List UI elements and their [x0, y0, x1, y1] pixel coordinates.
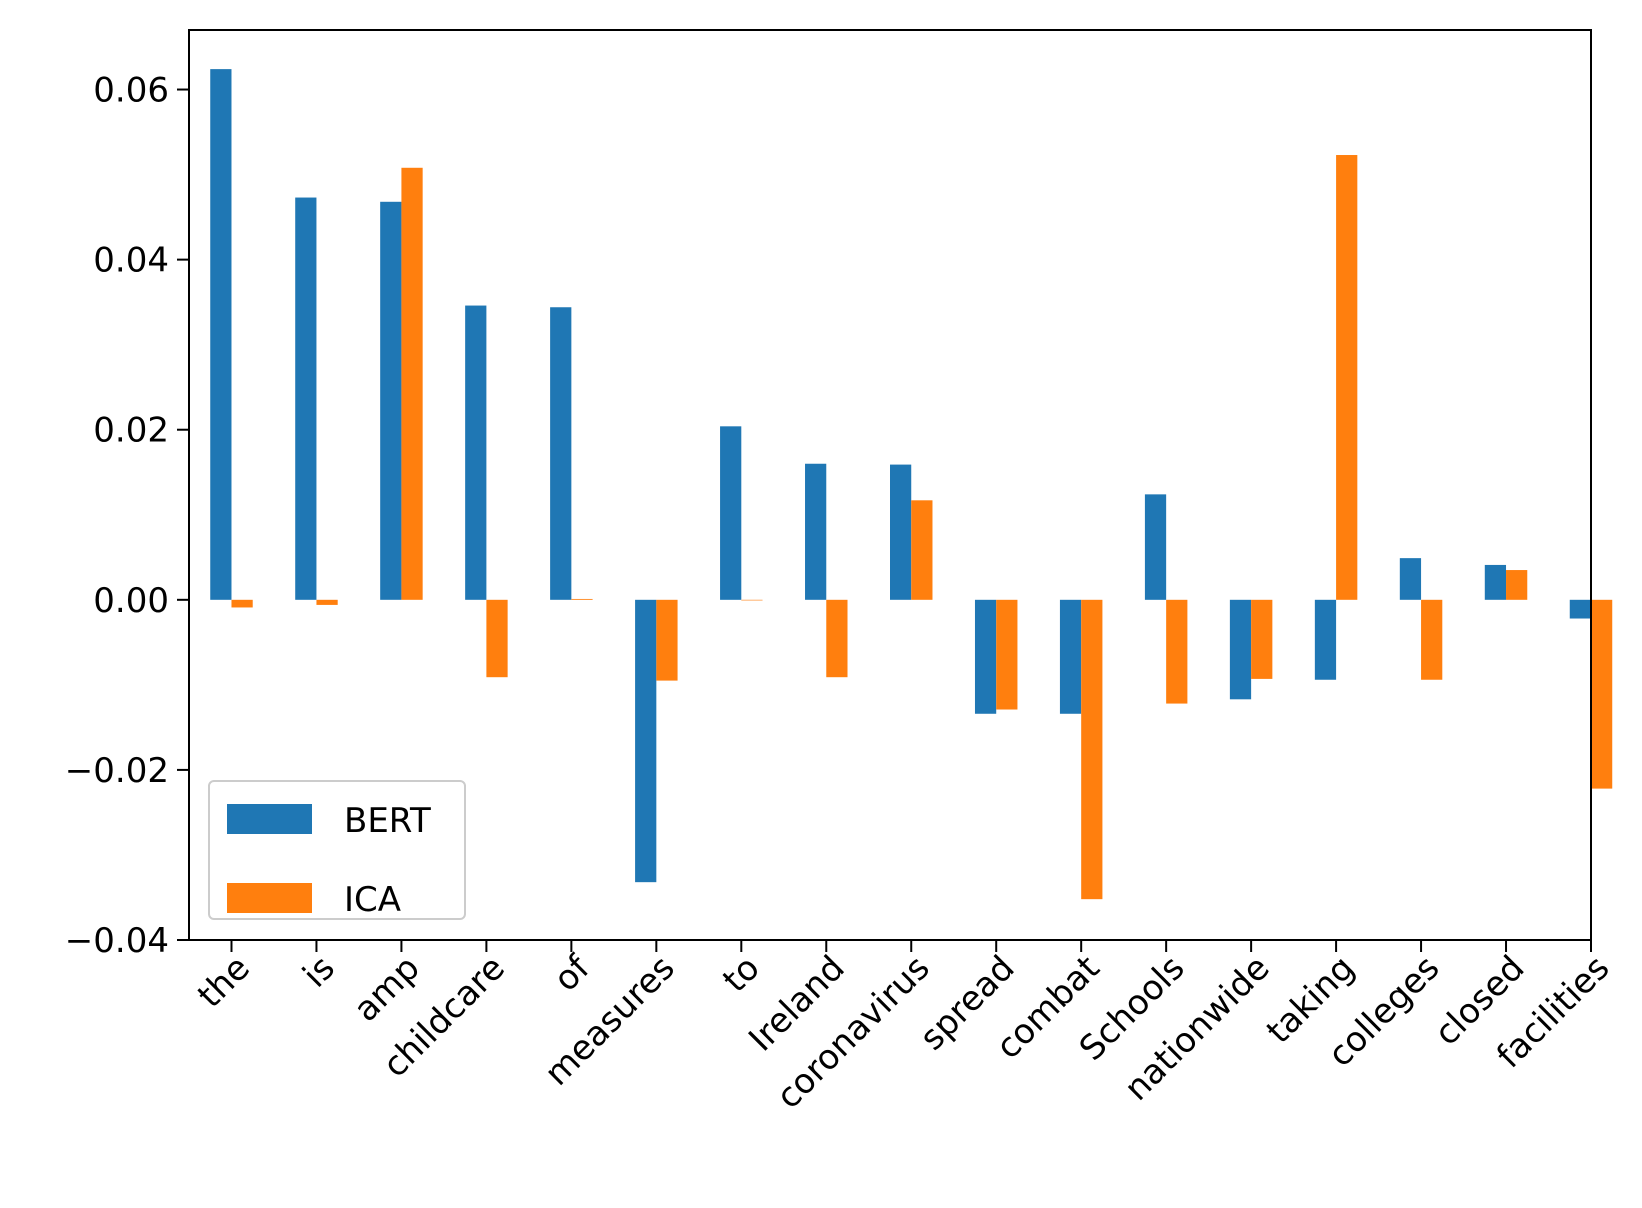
bar-ica-combat	[1081, 599, 1103, 900]
bar-bert-nationwide	[1229, 599, 1252, 700]
bar-bert-is	[295, 197, 317, 600]
bar-ica-closed	[1506, 570, 1528, 600]
bar-ica-measures	[656, 599, 678, 681]
bar-bert-ireland	[805, 463, 827, 600]
bar-ica-schools	[1166, 599, 1188, 704]
bar-bert-the	[210, 69, 232, 600]
bar-ica-taking	[1336, 155, 1358, 600]
bar-ica-of	[571, 598, 593, 600]
bar-bert-measures	[635, 599, 657, 883]
plot-frame	[188, 29, 1592, 941]
bar-bert-facilities	[1569, 599, 1591, 619]
legend-label-ica: ICA	[344, 880, 401, 920]
bar-bert-of	[550, 307, 572, 600]
bar-ica-amp	[401, 167, 423, 600]
bars	[210, 69, 1613, 900]
x-tick-label-to: to	[715, 948, 767, 1000]
bar-ica-spread	[996, 599, 1018, 710]
legend-swatch-ica	[227, 883, 312, 913]
y-tick-label: −0.04	[65, 921, 169, 961]
y-tick-label: 0.04	[93, 241, 169, 281]
bar-bert-spread	[974, 599, 997, 714]
bar-ica-to	[741, 599, 763, 601]
y-tick-label: 0.06	[93, 71, 169, 111]
bar-bert-coronavirus	[890, 464, 912, 600]
bar-bert-taking	[1314, 599, 1337, 680]
bar-bert-colleges	[1399, 558, 1422, 600]
y-tick-label: 0.02	[93, 411, 169, 451]
bar-bert-closed	[1484, 564, 1507, 600]
y-tick-label: −0.02	[65, 751, 169, 791]
y-tick-label: 0.00	[93, 581, 169, 621]
bar-bert-childcare	[465, 305, 487, 600]
bar-bert-to	[720, 426, 742, 600]
legend-swatch-bert	[227, 804, 312, 834]
legend-label-bert: BERT	[344, 801, 431, 841]
bar-ica-coronavirus	[911, 500, 933, 600]
x-tick-label-of: of	[546, 947, 598, 999]
bar-ica-the	[231, 599, 253, 608]
y-axis: −0.04 −0.02 0.00 0.02 0.04 0.06	[65, 71, 189, 961]
bar-bert-schools	[1144, 494, 1167, 600]
x-tick-label-is: is	[295, 948, 342, 995]
bar-ica-facilities	[1591, 599, 1613, 789]
bar-bert-combat	[1059, 599, 1082, 714]
legend: BERT ICA	[208, 780, 466, 920]
x-tick-label-the: the	[190, 948, 258, 1016]
bar-ica-childcare	[486, 599, 508, 678]
bar-ica-nationwide	[1251, 599, 1273, 679]
bar-bert-amp	[380, 201, 402, 600]
bar-ica-is	[316, 599, 338, 605]
bar-ica-colleges	[1421, 599, 1443, 680]
bar-ica-ireland	[826, 599, 848, 678]
